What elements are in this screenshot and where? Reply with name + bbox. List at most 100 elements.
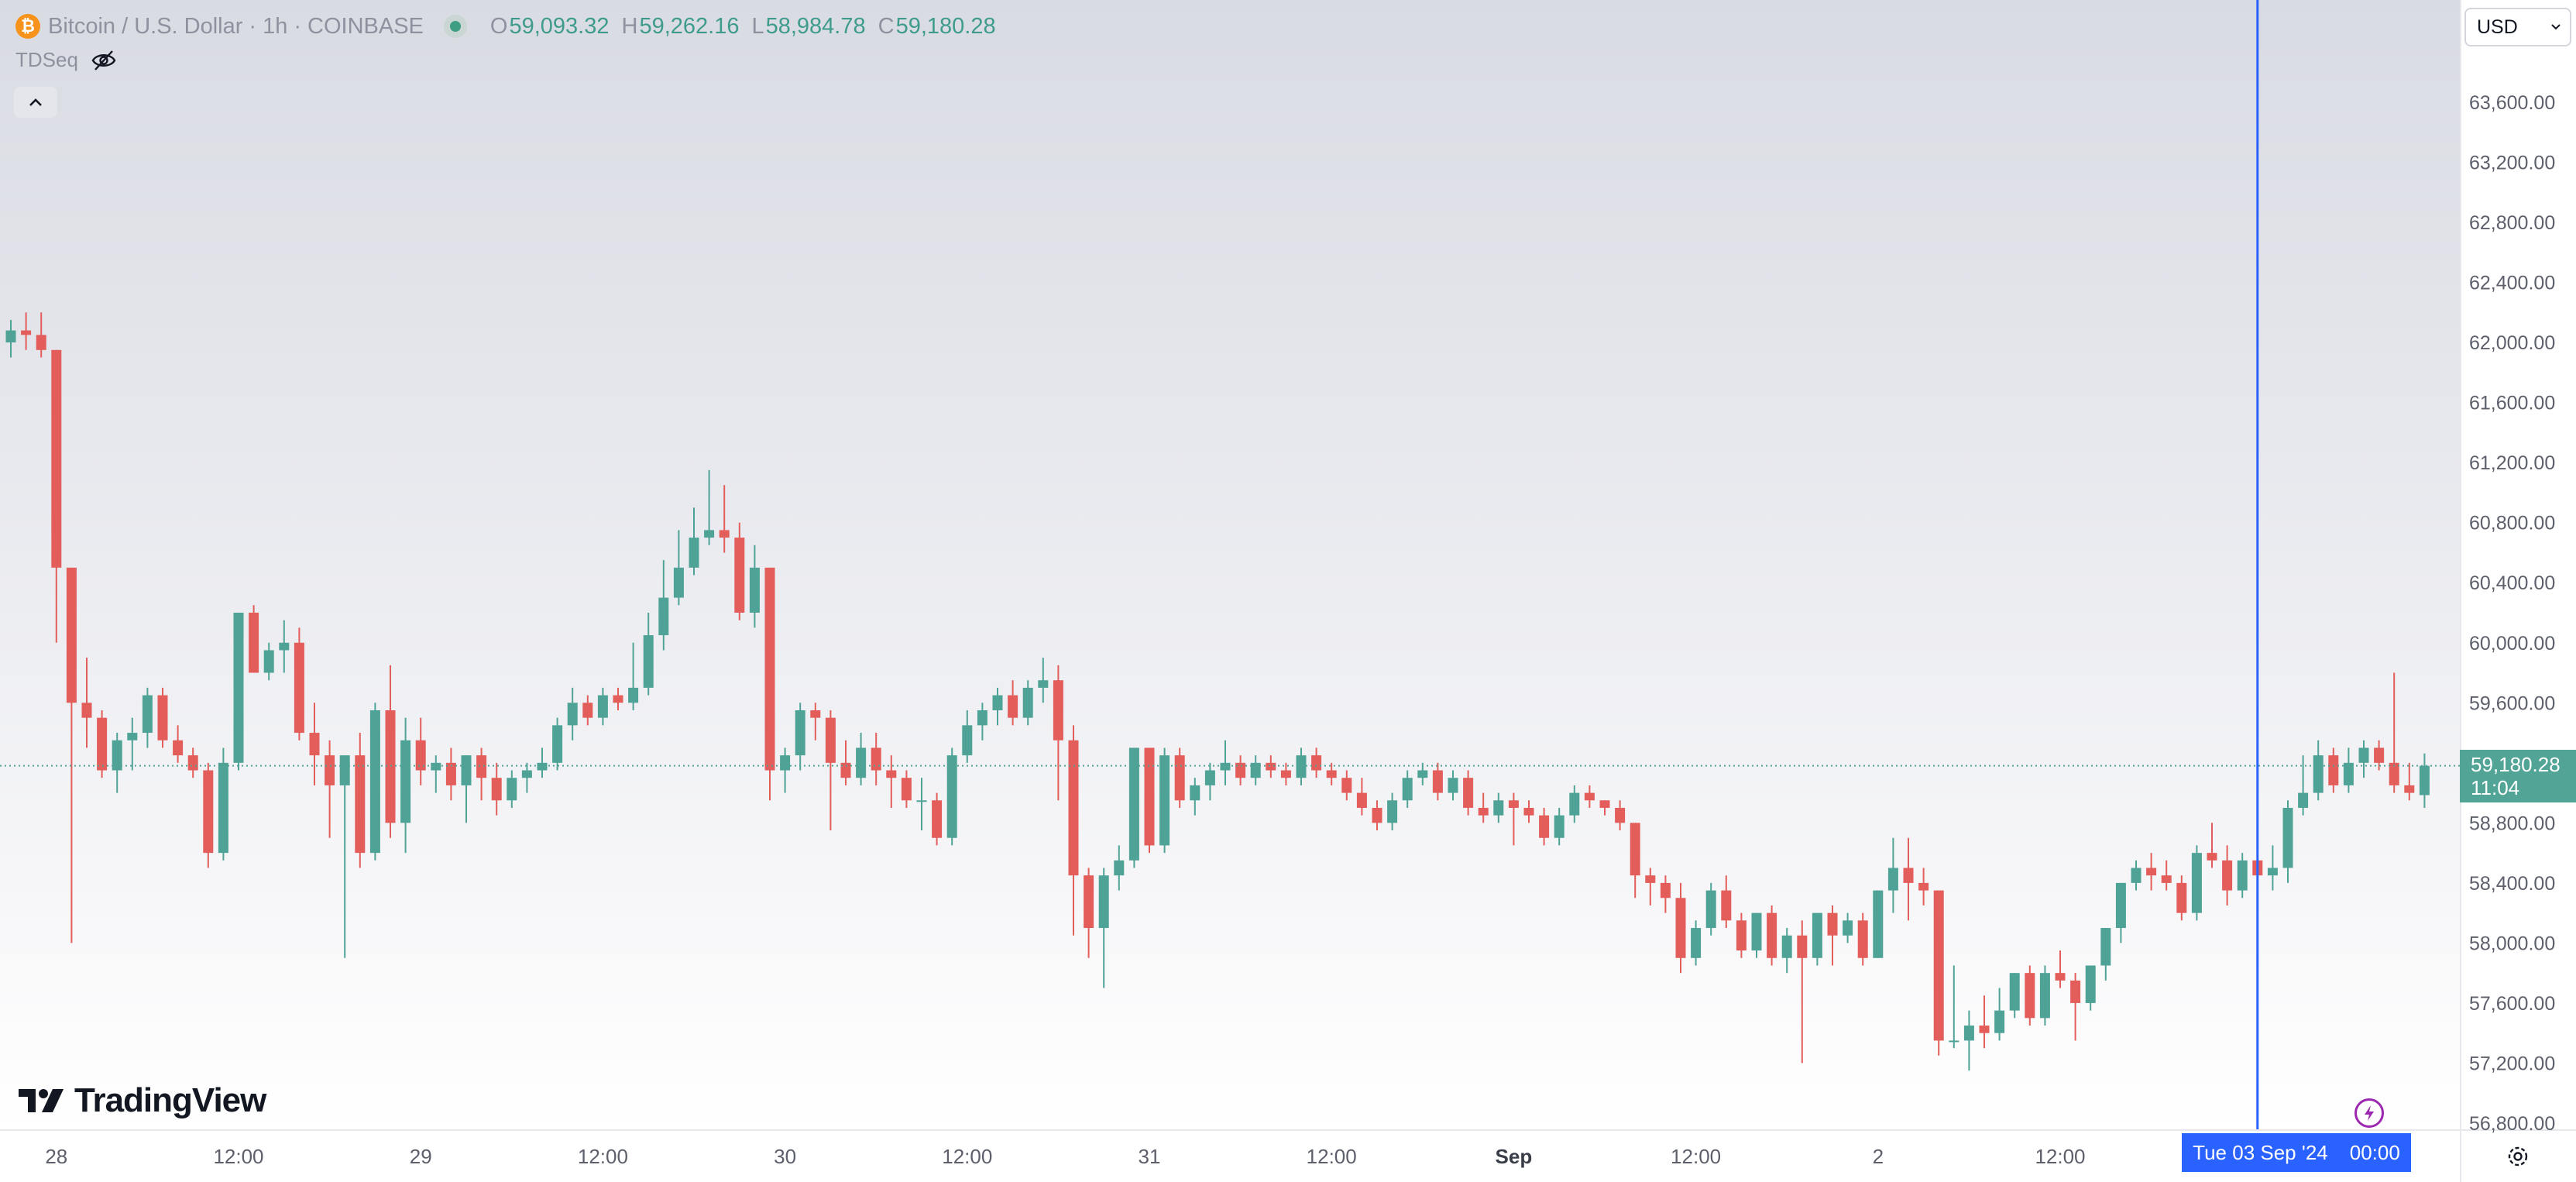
candle-down	[309, 703, 320, 785]
x-tick-label: 31	[1139, 1145, 1161, 1168]
y-tick-label: 60,800.00	[2469, 513, 2555, 534]
close-key: C	[878, 13, 895, 39]
y-tick-label: 62,400.00	[2469, 273, 2555, 294]
candle-up	[977, 703, 987, 740]
candle-up	[780, 747, 791, 793]
eye-off-icon[interactable]	[91, 49, 117, 72]
tradingview-logo[interactable]: TradingView	[19, 1081, 266, 1120]
candle-down	[719, 485, 730, 553]
candle-down	[2328, 747, 2339, 793]
candle-up	[537, 747, 548, 778]
x-tick-label: 12:00	[1671, 1145, 1721, 1168]
candle-down	[1053, 665, 1063, 801]
candle-down	[385, 665, 396, 838]
candle-up	[992, 687, 1003, 726]
candle-up	[643, 613, 654, 696]
candle-up	[263, 642, 274, 681]
chart-pane[interactable]	[0, 0, 2460, 1129]
candle-up	[1387, 792, 1398, 831]
candle-down	[582, 695, 593, 726]
lightning-icon[interactable]	[2354, 1098, 2384, 1128]
candle-down	[2161, 860, 2172, 891]
symbol-title[interactable]: Bitcoin / U.S. Dollar	[48, 13, 243, 39]
y-tick-label: 57,200.00	[2469, 1053, 2555, 1074]
x-tick-label: 12:00	[942, 1145, 992, 1168]
candle-up	[431, 755, 441, 793]
candle-up	[2100, 928, 2111, 981]
x-tick-label: 12:00	[1307, 1145, 1357, 1168]
y-tick-label: 60,400.00	[2469, 572, 2555, 594]
gear-icon[interactable]	[2502, 1140, 2534, 1173]
candle-down	[1266, 755, 1276, 778]
candle-down	[1675, 882, 1686, 974]
candle-down	[932, 792, 943, 846]
candle-up	[2298, 755, 2309, 816]
price-scale[interactable]	[2460, 0, 2576, 1129]
candle-up	[2343, 747, 2354, 793]
indicator-row[interactable]: TDSeq	[15, 48, 117, 72]
candle-down	[2207, 823, 2217, 868]
candle-up	[1159, 747, 1170, 854]
candle-down	[1599, 800, 1610, 816]
y-tick-label: 58,800.00	[2469, 813, 2555, 834]
open-value: 59,093.32	[509, 13, 610, 39]
currency-select[interactable]: USD	[2464, 8, 2571, 46]
candle-down	[1645, 868, 1656, 905]
candle-down	[1356, 778, 1367, 816]
candle-up	[2282, 800, 2293, 883]
candle-up	[1705, 882, 1716, 936]
candle-down	[871, 733, 881, 785]
candle-down	[1326, 762, 1337, 785]
candle-down	[21, 312, 32, 350]
time-scale[interactable]	[0, 1129, 2460, 1182]
indicator-name[interactable]: TDSeq	[15, 48, 78, 71]
collapse-legend-button[interactable]	[14, 87, 57, 118]
candle-down	[97, 710, 108, 778]
candle-down	[1979, 995, 1990, 1049]
candle-down	[1341, 770, 1352, 801]
y-tick-label: 63,600.00	[2469, 92, 2555, 114]
candle-up	[1751, 912, 1762, 958]
chevron-down-icon	[2551, 24, 2561, 30]
candle-up	[1417, 762, 1428, 785]
candle-up	[233, 613, 244, 771]
candle-up	[521, 762, 532, 793]
candle-down	[36, 312, 46, 358]
candle-down	[840, 740, 851, 785]
legend-separator: ·	[294, 13, 302, 39]
y-tick-label: 63,200.00	[2469, 153, 2555, 174]
candle-up	[704, 469, 715, 545]
chevron-up-icon	[29, 98, 42, 106]
last-price-label: 59,180.28 11:04	[2460, 750, 2576, 802]
candle-up	[127, 717, 138, 771]
candle-down	[1372, 800, 1382, 831]
candle-down	[1767, 905, 1777, 966]
candle-up	[795, 703, 805, 771]
candle-down	[2404, 762, 2415, 801]
candle-up	[1887, 837, 1898, 913]
candle-up	[2009, 973, 2020, 1019]
symbol-legend[interactable]: ₿ Bitcoin / U.S. Dollar · 1h · COINBASE …	[15, 11, 996, 42]
candle-down	[1523, 800, 1534, 823]
x-tick-label: 30	[774, 1145, 796, 1168]
candle-down	[1084, 868, 1094, 958]
last-price-value: 59,180.28	[2471, 753, 2561, 776]
candle-down	[1478, 792, 1489, 823]
candle-up	[2039, 965, 2050, 1026]
candle-down	[187, 747, 198, 778]
x-tick-label: 12:00	[2035, 1145, 2085, 1168]
interval-label[interactable]: 1h	[263, 13, 288, 39]
candle-up	[916, 778, 927, 831]
candle-down	[415, 717, 426, 785]
market-status-icon[interactable]	[443, 15, 467, 38]
exchange-label[interactable]: COINBASE	[307, 13, 424, 39]
candle-up	[962, 710, 973, 763]
candle-down	[325, 740, 335, 838]
candle-down	[1539, 807, 1550, 846]
candle-up	[2085, 965, 2096, 1011]
candle-down	[294, 627, 304, 740]
candle-down	[764, 567, 775, 801]
high-key: H	[621, 13, 638, 39]
candle-up	[339, 755, 350, 958]
candle-down	[51, 349, 62, 643]
